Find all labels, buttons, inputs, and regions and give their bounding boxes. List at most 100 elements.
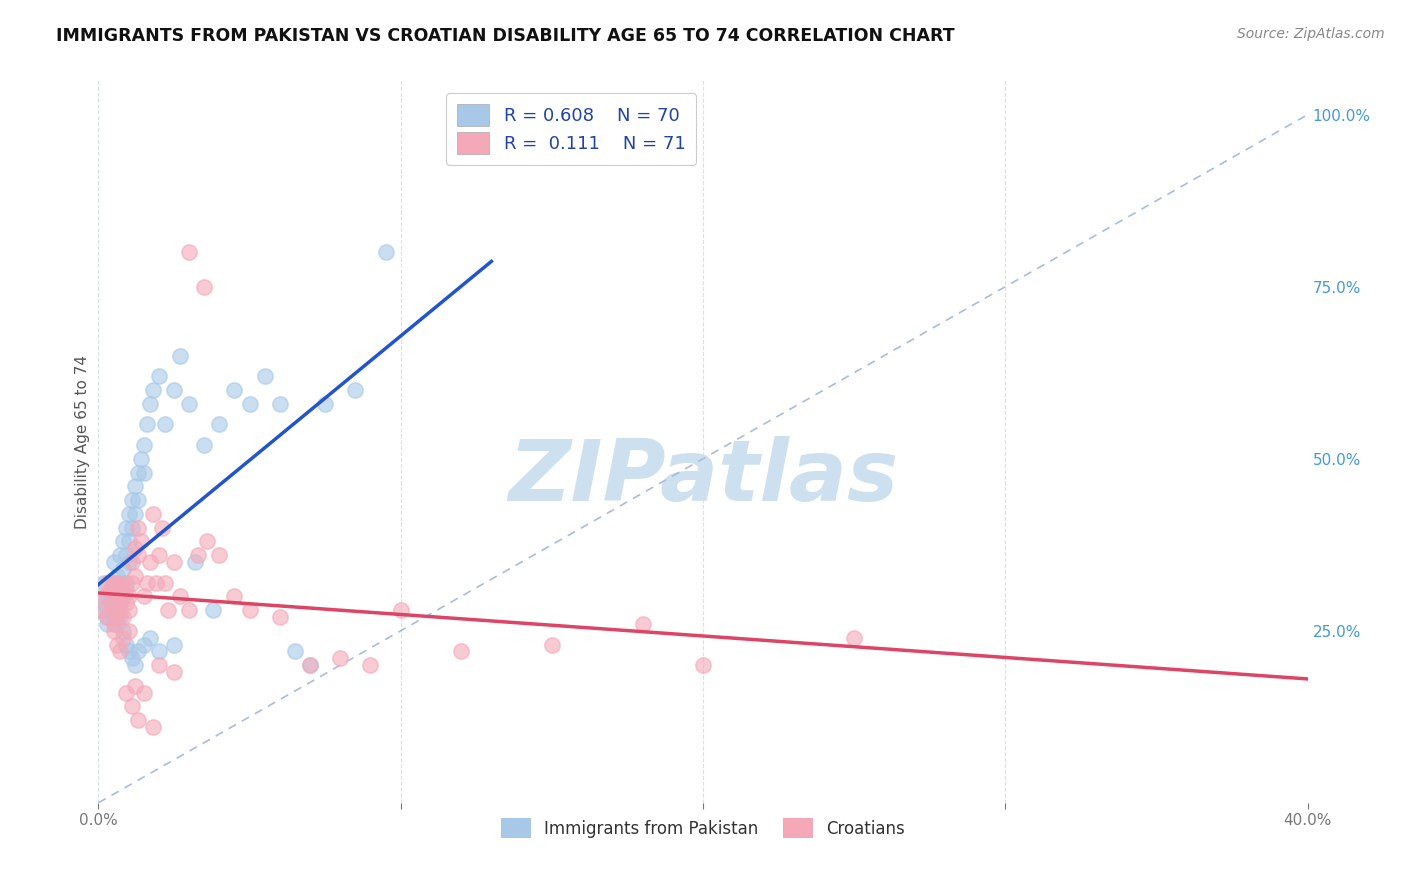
Point — [114, 638, 136, 652]
Point — [299, 658, 322, 673]
Point — [208, 548, 231, 562]
Point — [169, 349, 191, 363]
Point — [108, 603, 131, 617]
Point — [163, 383, 186, 397]
Point — [132, 590, 155, 604]
Point — [135, 575, 157, 590]
Y-axis label: Disability Age 65 to 74: Disability Age 65 to 74 — [75, 354, 90, 529]
Point — [253, 369, 276, 384]
Point — [96, 590, 118, 604]
Point — [118, 507, 141, 521]
Point — [124, 507, 146, 521]
Point — [148, 658, 170, 673]
Point — [108, 596, 131, 610]
Point — [127, 520, 149, 534]
Point — [105, 575, 128, 590]
Point — [127, 644, 149, 658]
Point — [127, 713, 149, 727]
Point — [127, 493, 149, 508]
Point — [114, 686, 136, 700]
Point — [202, 603, 225, 617]
Point — [148, 548, 170, 562]
Point — [163, 665, 186, 679]
Point — [540, 638, 562, 652]
Point — [193, 279, 215, 293]
Point — [132, 466, 155, 480]
Point — [90, 603, 112, 617]
Point — [269, 610, 291, 624]
Point — [108, 644, 131, 658]
Point — [163, 555, 186, 569]
Point — [129, 451, 152, 466]
Point — [145, 575, 167, 590]
Point — [118, 555, 141, 569]
Point — [224, 383, 246, 397]
Point — [108, 596, 131, 610]
Point — [105, 590, 128, 604]
Point — [111, 631, 134, 645]
Point — [111, 610, 134, 624]
Point — [153, 575, 176, 590]
Point — [269, 397, 291, 411]
Point — [156, 603, 179, 617]
Point — [111, 624, 134, 638]
Point — [108, 575, 131, 590]
Point — [124, 568, 146, 582]
Point — [163, 638, 186, 652]
Point — [450, 644, 472, 658]
Text: Source: ZipAtlas.com: Source: ZipAtlas.com — [1237, 27, 1385, 41]
Point — [118, 534, 141, 549]
Point — [195, 534, 218, 549]
Point — [139, 631, 162, 645]
Point — [299, 658, 322, 673]
Text: IMMIGRANTS FROM PAKISTAN VS CROATIAN DISABILITY AGE 65 TO 74 CORRELATION CHART: IMMIGRANTS FROM PAKISTAN VS CROATIAN DIS… — [56, 27, 955, 45]
Point — [100, 582, 122, 597]
Point — [139, 397, 162, 411]
Point — [121, 651, 143, 665]
Point — [103, 624, 125, 638]
Point — [132, 686, 155, 700]
Point — [118, 603, 141, 617]
Point — [142, 383, 165, 397]
Point — [844, 631, 866, 645]
Point — [135, 417, 157, 432]
Point — [96, 616, 118, 631]
Point — [139, 555, 162, 569]
Point — [239, 603, 262, 617]
Point — [96, 575, 118, 590]
Point — [105, 603, 128, 617]
Point — [105, 638, 128, 652]
Point — [108, 582, 131, 597]
Point — [114, 575, 136, 590]
Point — [124, 541, 146, 556]
Point — [193, 438, 215, 452]
Point — [129, 534, 152, 549]
Point — [103, 603, 125, 617]
Point — [90, 603, 112, 617]
Point — [114, 596, 136, 610]
Point — [118, 644, 141, 658]
Point — [124, 658, 146, 673]
Point — [121, 493, 143, 508]
Point — [114, 582, 136, 597]
Point — [169, 590, 191, 604]
Point — [187, 548, 209, 562]
Point — [132, 438, 155, 452]
Point — [93, 575, 115, 590]
Point — [103, 610, 125, 624]
Point — [284, 644, 307, 658]
Point — [360, 658, 382, 673]
Point — [105, 616, 128, 631]
Point — [179, 397, 201, 411]
Point — [105, 590, 128, 604]
Legend: Immigrants from Pakistan, Croatians: Immigrants from Pakistan, Croatians — [494, 812, 912, 845]
Point — [105, 568, 128, 582]
Point — [132, 638, 155, 652]
Point — [184, 555, 207, 569]
Point — [118, 590, 141, 604]
Point — [111, 562, 134, 576]
Point — [100, 603, 122, 617]
Point — [389, 603, 412, 617]
Point — [114, 520, 136, 534]
Point — [103, 616, 125, 631]
